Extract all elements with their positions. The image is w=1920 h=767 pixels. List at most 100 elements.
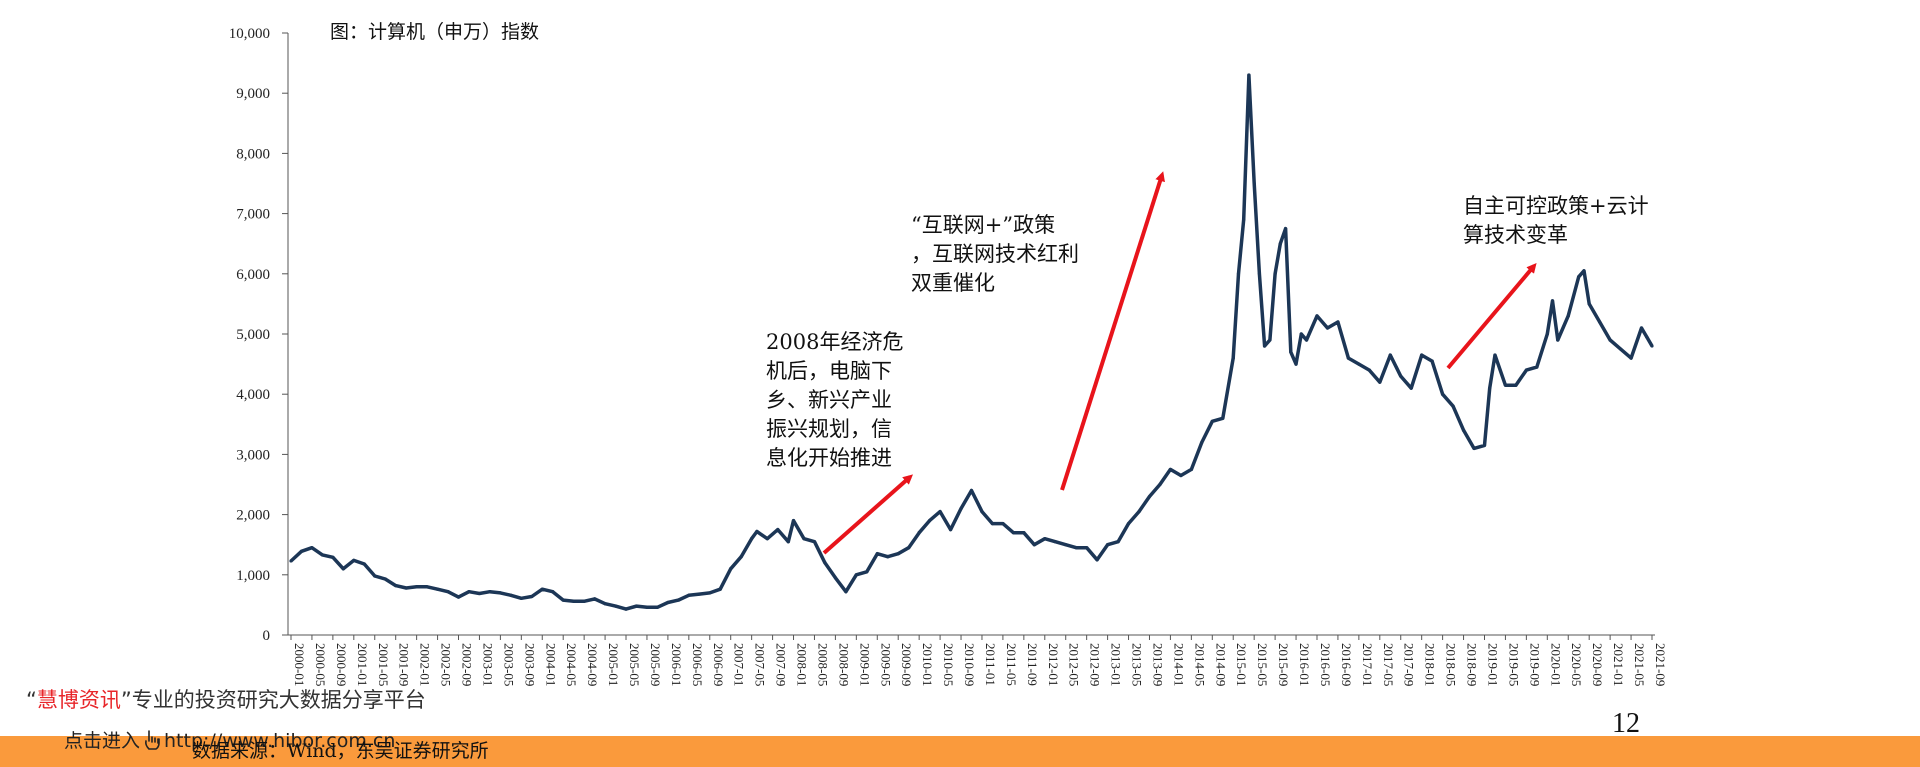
x-tick-label: 2009-09 [899,643,914,686]
enter-label: 点击进入 [64,730,141,752]
data-point [1236,272,1241,276]
data-point [948,528,953,532]
annotation-line: ，互联网技术红利 [911,242,1079,266]
y-tick-label: 2,000 [236,508,270,524]
data-point [928,519,932,523]
footer-bar [0,736,1920,767]
data-point [786,540,790,544]
data-point [959,506,963,511]
data-point [1566,314,1570,318]
x-tick-label: 2014-01 [1171,643,1186,686]
data-point [1430,359,1434,363]
x-tick-label: 2019-01 [1485,643,1500,686]
data-point [666,600,670,605]
data-point [1577,275,1581,279]
data-point [331,555,335,559]
x-tick-label: 2009-05 [878,643,893,686]
data-point [467,590,471,594]
x-tick-label: 2005-01 [606,643,621,686]
data-point [593,597,597,601]
annotation-internet-plus: “互联网+”政策 ，互联网技术红利 双重催化 [911,213,1086,295]
x-tick-label: 2011-01 [983,643,998,686]
data-point [1064,543,1068,547]
site-url-link[interactable]: http://www.hibor.com.cn [164,730,396,752]
data-point [791,519,796,523]
data-point [755,529,759,534]
x-tick-label: 2007-05 [753,643,768,686]
data-point [776,528,780,532]
data-point [844,590,848,594]
arrow-2008 [822,474,913,555]
data-point [1126,522,1131,526]
data-point [1461,428,1466,432]
data-point [1252,181,1256,186]
x-tick-label: 2006-05 [690,643,705,686]
data-point [1210,419,1214,423]
data-point [519,596,523,600]
x-tick-label: 2010-09 [962,643,977,686]
x-tick-label: 2013-05 [1130,643,1145,686]
annotation-line: 振兴规划，信 [766,417,892,441]
x-tick-label: 2016-09 [1339,643,1354,686]
data-point [1289,350,1293,354]
watermark-brand: 慧博资讯 [36,688,121,712]
data-point [655,605,660,609]
data-point [1032,543,1036,547]
data-point [415,585,419,589]
x-tick-label: 2015-05 [1255,643,1270,686]
data-point [289,559,293,563]
data-point [446,590,450,594]
data-point [1158,482,1162,487]
data-point [1420,353,1424,357]
data-point [456,595,461,599]
data-point [854,573,858,577]
data-point [739,555,743,559]
x-tick-label: 2017-05 [1381,643,1396,686]
data-point [1179,473,1183,478]
x-tick-label: 2008-05 [815,643,830,686]
data-point [1294,362,1298,366]
data-point [1493,353,1497,357]
data-point [1116,540,1120,544]
data-point [299,549,304,553]
data-point [1608,338,1612,342]
data-point [1629,356,1633,360]
data-point [1535,365,1539,369]
data-point [1639,326,1644,330]
data-point [634,604,639,608]
x-tick-label: 2014-09 [1213,643,1228,686]
enter-link-line[interactable]: 点击进入 http://www.hibor.com.cn [64,726,395,753]
data-point [1304,338,1309,342]
data-point [1106,543,1110,547]
x-tick-label: 2001-09 [397,643,412,686]
data-point [697,592,701,596]
data-point [551,590,555,594]
annotation-2008: 2008年经济危 机后，电脑下 乡、新兴产业 振兴规划，信 息化开始推进 [766,330,910,470]
data-point [645,605,649,609]
data-point [488,590,492,594]
data-point [1168,467,1173,472]
x-tick-label: 2007-09 [774,643,789,686]
annotation-line: 息化开始推进 [766,446,892,470]
data-point [1582,269,1586,273]
x-tick-label: 2012-05 [1067,643,1082,686]
data-point [352,558,356,562]
x-tick-label: 2005-05 [627,643,642,686]
data-point [1514,383,1518,387]
watermark: “慧博资讯”专业的投资研究大数据分享平台 [26,684,426,714]
data-point [823,561,827,565]
data-point [969,488,974,493]
x-tick-label: 2020-05 [1569,643,1584,686]
data-point [802,537,806,541]
data-point [1137,509,1141,514]
data-point [1503,383,1508,387]
annotation-line: 机后，电脑下 [766,359,892,383]
data-point [765,537,769,541]
data-point [1001,522,1005,526]
y-tick-label: 6,000 [236,267,270,283]
data-point [1357,362,1361,366]
data-point [394,584,398,588]
x-tick-label: 2021-09 [1653,643,1668,686]
x-tick-label: 2019-05 [1506,643,1521,686]
x-tick-label: 2011-05 [1004,643,1019,686]
